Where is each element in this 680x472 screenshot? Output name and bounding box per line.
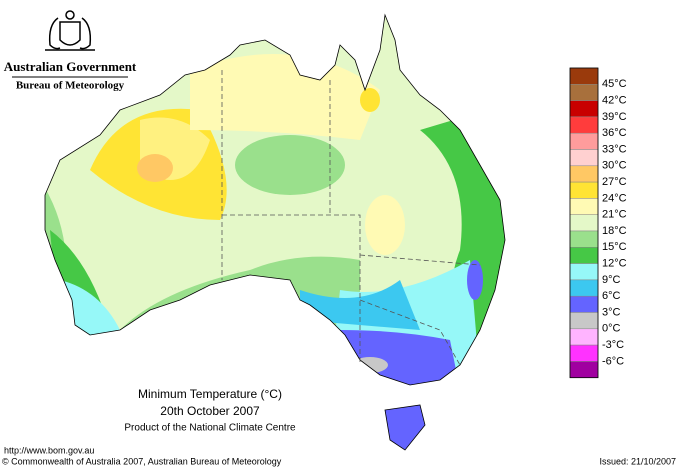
legend-swatch xyxy=(569,279,599,297)
legend-frame xyxy=(569,67,599,379)
copyright: © Commonwealth of Australia 2007, Austra… xyxy=(2,456,282,466)
legend-swatch xyxy=(569,84,599,101)
date: 20th October 2007 xyxy=(160,404,260,418)
url: http://www.bom.gov.au xyxy=(4,445,94,455)
legend-label: 24°C xyxy=(602,192,627,204)
legend-swatch xyxy=(569,116,599,134)
product: Product of the National Climate Centre xyxy=(124,423,296,434)
legend-swatch xyxy=(569,295,599,313)
legend-label: 15°C xyxy=(602,241,627,253)
legend-swatch xyxy=(569,312,599,330)
legend-swatch xyxy=(569,230,599,248)
legend-swatch xyxy=(569,149,599,167)
legend: 45°C 42°C 39°C 36°C 33°C 30°C 27°C 24°C 21°C 18°C… xyxy=(569,67,627,379)
legend-swatch xyxy=(569,361,599,378)
legend-label: 3°C xyxy=(602,306,621,318)
tasmania xyxy=(384,404,426,451)
crest xyxy=(45,10,95,51)
legend-swatch xyxy=(569,328,599,346)
legend-swatch xyxy=(569,198,599,215)
legend-swatch xyxy=(569,344,599,362)
title: Minimum Temperature (°C) xyxy=(138,387,282,401)
legend-label: 39°C xyxy=(602,111,627,123)
legend-label: 0°C xyxy=(602,323,621,335)
legend-label: 6°C xyxy=(602,290,621,302)
legend-swatch xyxy=(569,247,599,264)
legend-label: 45°C xyxy=(602,78,627,90)
issued: Issued: 21/10/2007 xyxy=(599,456,676,466)
bureau: Bureau of Meteorology xyxy=(16,80,125,92)
legend-swatch xyxy=(569,100,599,118)
legend-label: -6°C xyxy=(602,355,624,367)
legend-swatch xyxy=(569,165,599,183)
government: Australian Government xyxy=(4,59,137,74)
legend-swatch xyxy=(569,263,599,281)
state-borders xyxy=(221,70,481,366)
coastline xyxy=(44,13,506,386)
legend-label: 12°C xyxy=(602,258,627,270)
legend-label: 33°C xyxy=(602,143,627,155)
legend-label: 42°C xyxy=(602,95,627,107)
legend-label: 30°C xyxy=(602,160,627,172)
legend-label: 36°C xyxy=(602,127,627,139)
legend-swatch xyxy=(569,181,599,199)
legend-label: 21°C xyxy=(602,209,627,221)
legend-label: 18°C xyxy=(602,225,627,237)
legend-swatch xyxy=(569,67,599,85)
legend-swatch xyxy=(569,132,599,150)
legend-swatch xyxy=(569,214,599,232)
legend-label: 27°C xyxy=(602,176,627,188)
legend-label: 9°C xyxy=(602,274,621,286)
legend-label: -3°C xyxy=(602,339,624,351)
